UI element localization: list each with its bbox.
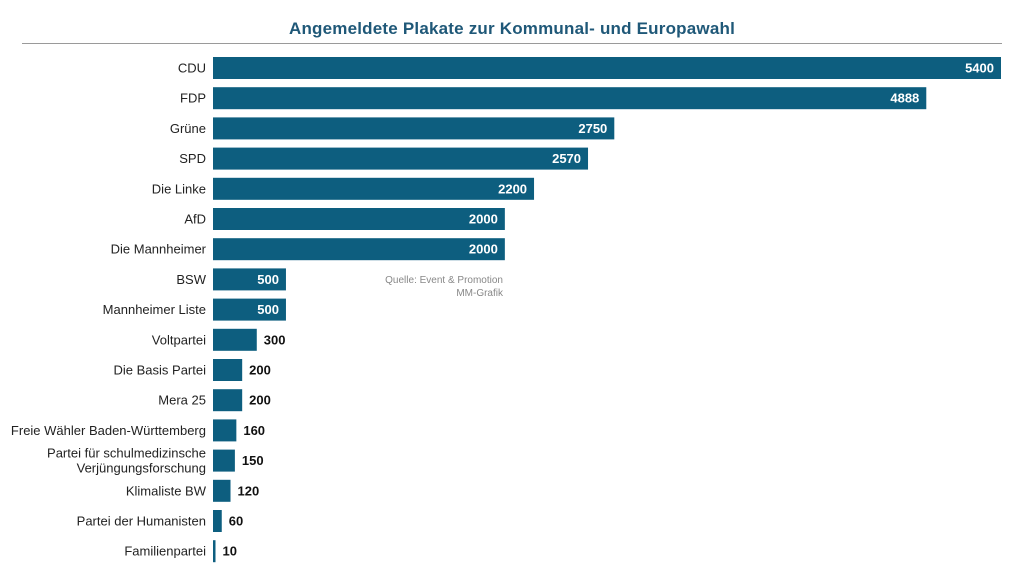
category-label: FDP bbox=[180, 91, 206, 106]
value-label: 2000 bbox=[469, 212, 498, 227]
category-label: Mannheimer Liste bbox=[103, 302, 206, 317]
bar bbox=[213, 419, 237, 442]
category-label: Partei für schulmedizinsche Verjüngungsfo… bbox=[47, 446, 206, 476]
value-label: 200 bbox=[249, 363, 271, 378]
bar bbox=[213, 540, 216, 563]
value-label: 4888 bbox=[890, 91, 919, 106]
bar bbox=[213, 510, 222, 532]
category-label: Mera 25 bbox=[158, 393, 206, 408]
source-line: Quelle: Event & Promotion bbox=[385, 275, 503, 286]
category-label: SPD bbox=[179, 151, 206, 166]
value-label: 10 bbox=[223, 544, 237, 559]
source-note: Quelle: Event & Promotion MM-Grafik bbox=[360, 274, 503, 300]
category-label: Klimaliste BW bbox=[126, 483, 207, 498]
category-label: Die Basis Partei bbox=[114, 363, 207, 378]
bar bbox=[213, 389, 243, 412]
value-label: 160 bbox=[243, 423, 265, 438]
title-divider bbox=[22, 43, 1002, 44]
value-label: 5400 bbox=[965, 61, 994, 76]
bar bbox=[213, 268, 286, 291]
bar bbox=[213, 117, 615, 140]
bar bbox=[213, 147, 589, 170]
value-label: 300 bbox=[264, 332, 286, 347]
value-label: 2750 bbox=[578, 121, 607, 136]
bar bbox=[213, 479, 231, 502]
value-label: 2000 bbox=[469, 242, 498, 257]
value-label: 150 bbox=[242, 453, 264, 468]
category-label: Partei der Humanisten bbox=[77, 514, 206, 529]
bar bbox=[213, 359, 243, 381]
value-label: 500 bbox=[257, 272, 279, 287]
category-label: Die Mannheimer bbox=[111, 242, 207, 257]
category-label: AfD bbox=[184, 212, 206, 227]
bar bbox=[213, 57, 1001, 79]
bar bbox=[213, 87, 927, 110]
bar bbox=[213, 238, 505, 261]
value-label: 60 bbox=[229, 514, 243, 529]
category-label: Voltpartei bbox=[152, 332, 206, 347]
value-label: 500 bbox=[257, 302, 279, 317]
value-label: 120 bbox=[238, 483, 260, 498]
category-label: CDU bbox=[178, 61, 206, 76]
chart-title: Angemeldete Plakate zur Kommunal- und Eu… bbox=[288, 19, 735, 38]
credit-line: MM-Grafik bbox=[456, 288, 503, 299]
bar bbox=[213, 328, 257, 351]
category-label: Freie Wähler Baden-Württemberg bbox=[11, 423, 206, 438]
bar bbox=[213, 208, 505, 230]
bar bbox=[213, 298, 286, 321]
category-label: Familienpartei bbox=[124, 544, 206, 559]
value-label: 2570 bbox=[552, 151, 581, 166]
value-label: 2200 bbox=[498, 181, 527, 196]
value-label: 200 bbox=[249, 393, 271, 408]
bar bbox=[213, 449, 235, 472]
category-label: Grüne bbox=[170, 121, 206, 136]
category-label: BSW bbox=[176, 272, 206, 287]
category-label: Die Linke bbox=[152, 181, 206, 196]
bar bbox=[213, 177, 535, 200]
